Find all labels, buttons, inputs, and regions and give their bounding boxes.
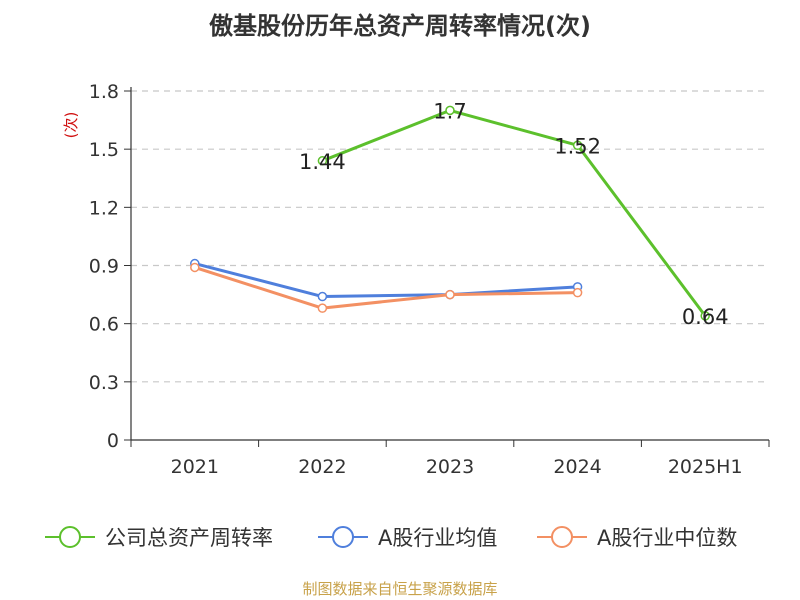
series-line bbox=[194, 262, 578, 299]
data-label: 1.52 bbox=[554, 134, 601, 158]
data-point bbox=[190, 262, 200, 273]
data-label: 0.64 bbox=[682, 305, 729, 329]
x-tick-label: 2021 bbox=[171, 456, 219, 478]
y-tick-label: 1.8 bbox=[89, 81, 119, 103]
data-point bbox=[572, 287, 583, 298]
x-tick-label: 2023 bbox=[426, 456, 474, 478]
y-axis-label: (次) bbox=[62, 112, 80, 139]
y-tick-label: 0.9 bbox=[89, 256, 119, 278]
data-point bbox=[572, 140, 583, 151]
legend-swatch-marker bbox=[332, 526, 354, 548]
y-tick-label: 0.3 bbox=[89, 372, 119, 394]
chart-title: 傲基股份历年总资产周转率情况(次) bbox=[209, 12, 591, 40]
data-label: 1.44 bbox=[299, 150, 346, 174]
legend-swatch-marker bbox=[551, 526, 573, 548]
data-point bbox=[317, 291, 328, 302]
x-tick-label: 2022 bbox=[298, 456, 346, 478]
data-point bbox=[445, 289, 455, 300]
legend-label: A股行业均值 bbox=[378, 526, 497, 550]
legend-label: A股行业中位数 bbox=[597, 526, 737, 550]
data-point bbox=[445, 105, 455, 116]
x-tick-label: 2025H1 bbox=[668, 456, 743, 478]
legend-swatch-marker bbox=[59, 526, 81, 548]
data-point bbox=[317, 156, 328, 166]
y-tick-label: 1.5 bbox=[89, 139, 119, 161]
y-tick-label: 0.6 bbox=[89, 314, 119, 336]
y-tick-label: 0 bbox=[107, 430, 119, 452]
legend-label: 公司总资产周转率 bbox=[105, 526, 273, 550]
source-note: 制图数据来自恒生聚源数据库 bbox=[302, 580, 498, 598]
y-tick-label: 1.2 bbox=[89, 197, 119, 219]
data-point bbox=[700, 311, 710, 321]
x-tick-label: 2024 bbox=[553, 456, 601, 478]
series-line bbox=[194, 266, 578, 310]
data-point bbox=[317, 303, 328, 313]
series-line bbox=[321, 108, 707, 317]
data-label: 1.7 bbox=[433, 99, 466, 123]
